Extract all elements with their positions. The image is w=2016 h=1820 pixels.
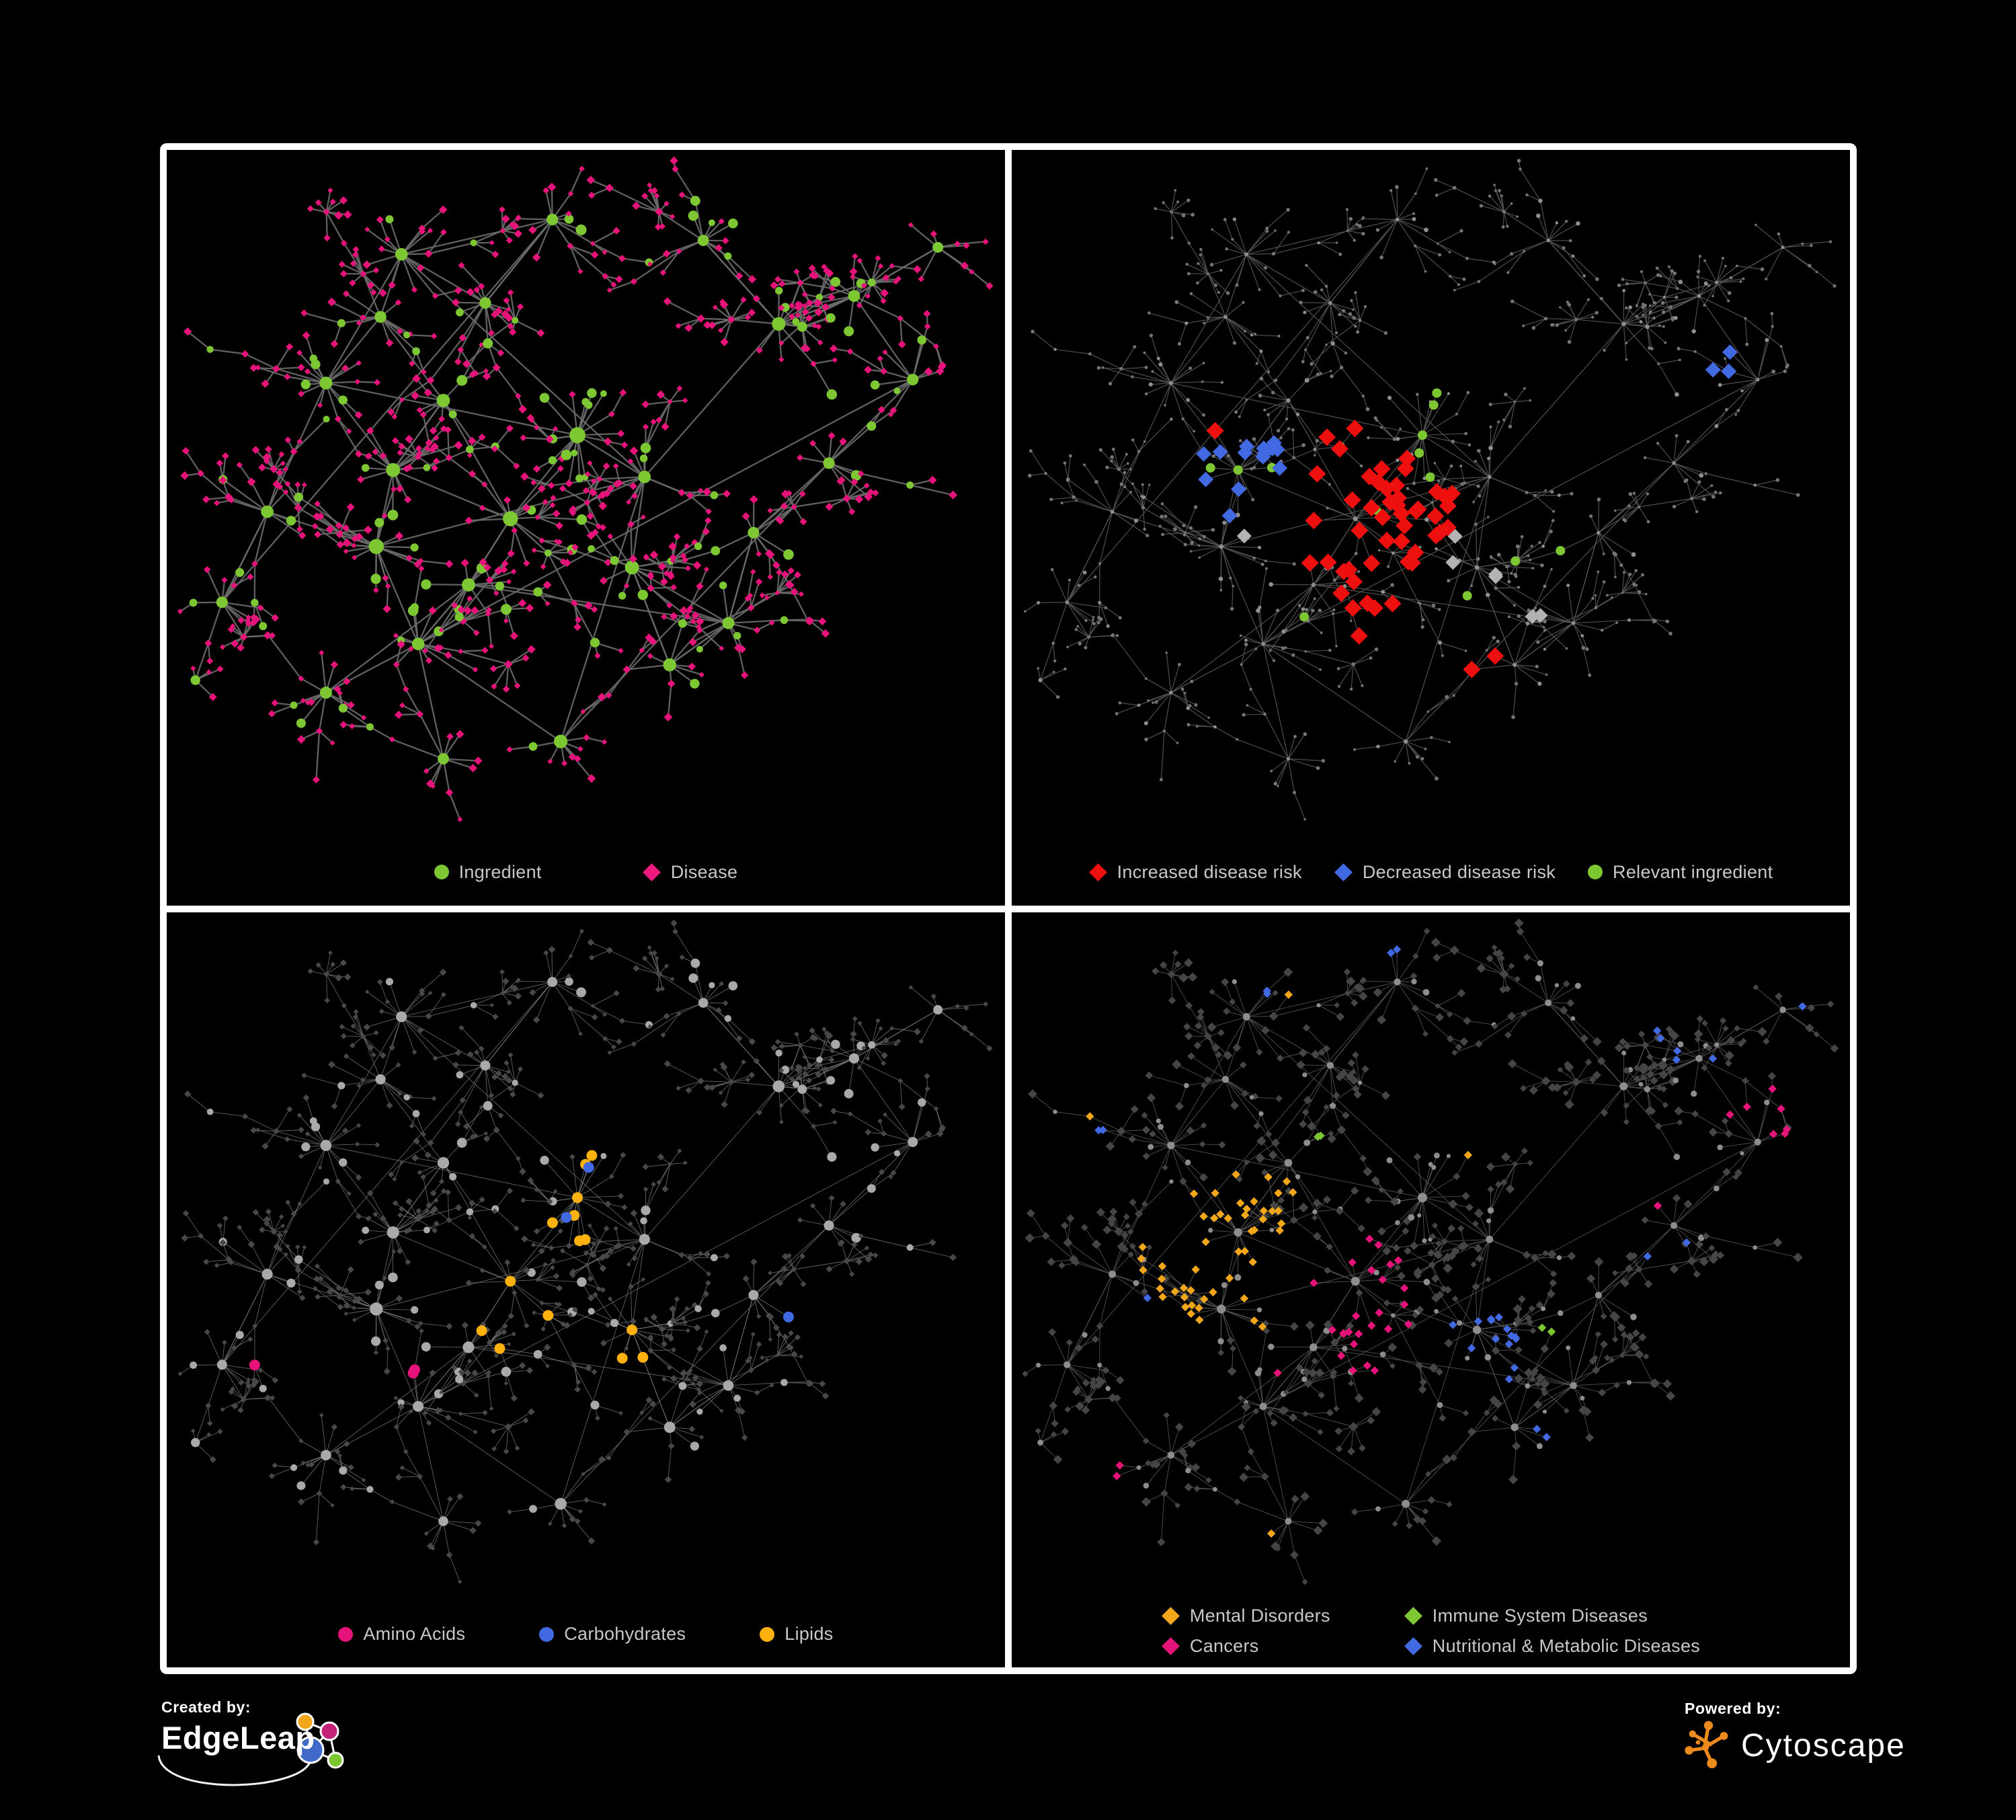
decreased-risk-swatch-icon xyxy=(1334,863,1353,881)
carbohydrates-swatch-icon xyxy=(539,1626,555,1642)
cancers-swatch-icon xyxy=(1161,1637,1180,1655)
network-nodes xyxy=(177,919,993,1584)
lipids-swatch-icon xyxy=(760,1626,775,1642)
network-nodes xyxy=(177,156,994,822)
network-edges xyxy=(179,922,990,1582)
amino-acids-swatch-icon xyxy=(338,1626,354,1642)
legend-ingredient-disease: Ingredient Disease xyxy=(167,862,1005,883)
legend-label: Amino Acids xyxy=(363,1624,466,1644)
legend-label: Relevant ingredient xyxy=(1613,861,1773,882)
legend-label: Carbohydrates xyxy=(564,1624,686,1644)
legend-label: Increased disease risk xyxy=(1117,861,1302,882)
nutritional-metabolic-diseases-swatch-icon xyxy=(1404,1637,1422,1655)
edgeleap-wordmark: EdgeLeap xyxy=(161,1720,315,1755)
mental-disorders-swatch-icon xyxy=(1161,1607,1180,1625)
legend-item-ingredient: Ingredient xyxy=(434,862,542,883)
legend-label: Mental Disorders xyxy=(1189,1606,1330,1626)
panel-macronutrients: Amino Acids Carbohydrates Lipids xyxy=(167,912,1005,1667)
legend-label: Lipids xyxy=(784,1624,834,1644)
cytoscape-wordmark: Cytoscape xyxy=(1741,1727,1906,1764)
legend-label: Immune System Diseases xyxy=(1432,1606,1648,1626)
relevant-ingredient-swatch-icon xyxy=(1588,865,1603,879)
legend-macronutrients: Amino Acids Carbohydrates Lipids xyxy=(167,1624,1005,1645)
network-nodes xyxy=(1024,159,1837,821)
legend-item-immune-system-diseases: Immune System Diseases xyxy=(1404,1606,1700,1626)
legend-item-amino-acids: Amino Acids xyxy=(338,1624,465,1645)
legend-item-decreased-risk: Decreased disease risk xyxy=(1334,862,1556,883)
powered-by-block: Powered by: Cytoscape xyxy=(1685,1700,1906,1770)
legend-item-relevant-ingredient: Relevant ingredient xyxy=(1588,862,1773,883)
panels-grid: Ingredient Disease Increased disease ris… xyxy=(160,143,1857,1674)
legend-label: Decreased disease risk xyxy=(1362,861,1556,882)
legend-item-increased-risk: Increased disease risk xyxy=(1088,861,1302,883)
increased-risk-swatch-icon xyxy=(1088,863,1107,881)
powered-by-label: Powered by: xyxy=(1685,1700,1781,1717)
legend-label: Cancers xyxy=(1189,1636,1259,1656)
legend-disease-risk: Increased disease risk Decreased disease… xyxy=(1012,862,1850,883)
network-edges xyxy=(1024,160,1835,820)
legend-disease-categories: Mental Disorders Immune System Diseases … xyxy=(1012,1606,1850,1657)
created-by-label: Created by: xyxy=(161,1698,251,1716)
cytoscape-brand-row: Cytoscape xyxy=(1685,1720,1906,1770)
cytoscape-logo-icon xyxy=(1685,1720,1728,1769)
legend-item-cancers: Cancers xyxy=(1161,1636,1330,1657)
legend-item-lipids: Lipids xyxy=(760,1624,833,1645)
created-by-block: Created by: EdgeLeap xyxy=(157,1698,450,1813)
legend-label: Disease xyxy=(670,861,738,882)
network-disease-risk xyxy=(1024,159,1837,821)
legend-item-disease: Disease xyxy=(642,861,738,883)
panel-ingredient-disease: Ingredient Disease xyxy=(167,150,1005,906)
network-ingredient-disease xyxy=(177,156,994,822)
legend-item-carbohydrates: Carbohydrates xyxy=(539,1624,686,1645)
legend-item-nutritional-metabolic-diseases: Nutritional & Metabolic Diseases xyxy=(1404,1636,1700,1657)
legend-label: Ingredient xyxy=(458,861,542,882)
legend-item-mental-disorders: Mental Disorders xyxy=(1161,1606,1330,1626)
panel-disease-categories: Mental Disorders Immune System Diseases … xyxy=(1012,912,1850,1667)
panel-disease-risk: Increased disease risk Decreased disease… xyxy=(1012,150,1850,906)
ingredient-swatch-icon xyxy=(434,865,449,879)
legend-label: Nutritional & Metabolic Diseases xyxy=(1432,1636,1701,1656)
network-disease-categories xyxy=(1022,918,1839,1585)
disease-swatch-icon xyxy=(642,863,661,881)
network-macronutrients xyxy=(177,919,993,1584)
immune-system-diseases-swatch-icon xyxy=(1404,1607,1422,1625)
network-nodes xyxy=(1022,918,1839,1585)
edgeleap-logo-icon xyxy=(157,1712,344,1786)
edgeleap-brand-row: EdgeLeap xyxy=(157,1712,450,1786)
